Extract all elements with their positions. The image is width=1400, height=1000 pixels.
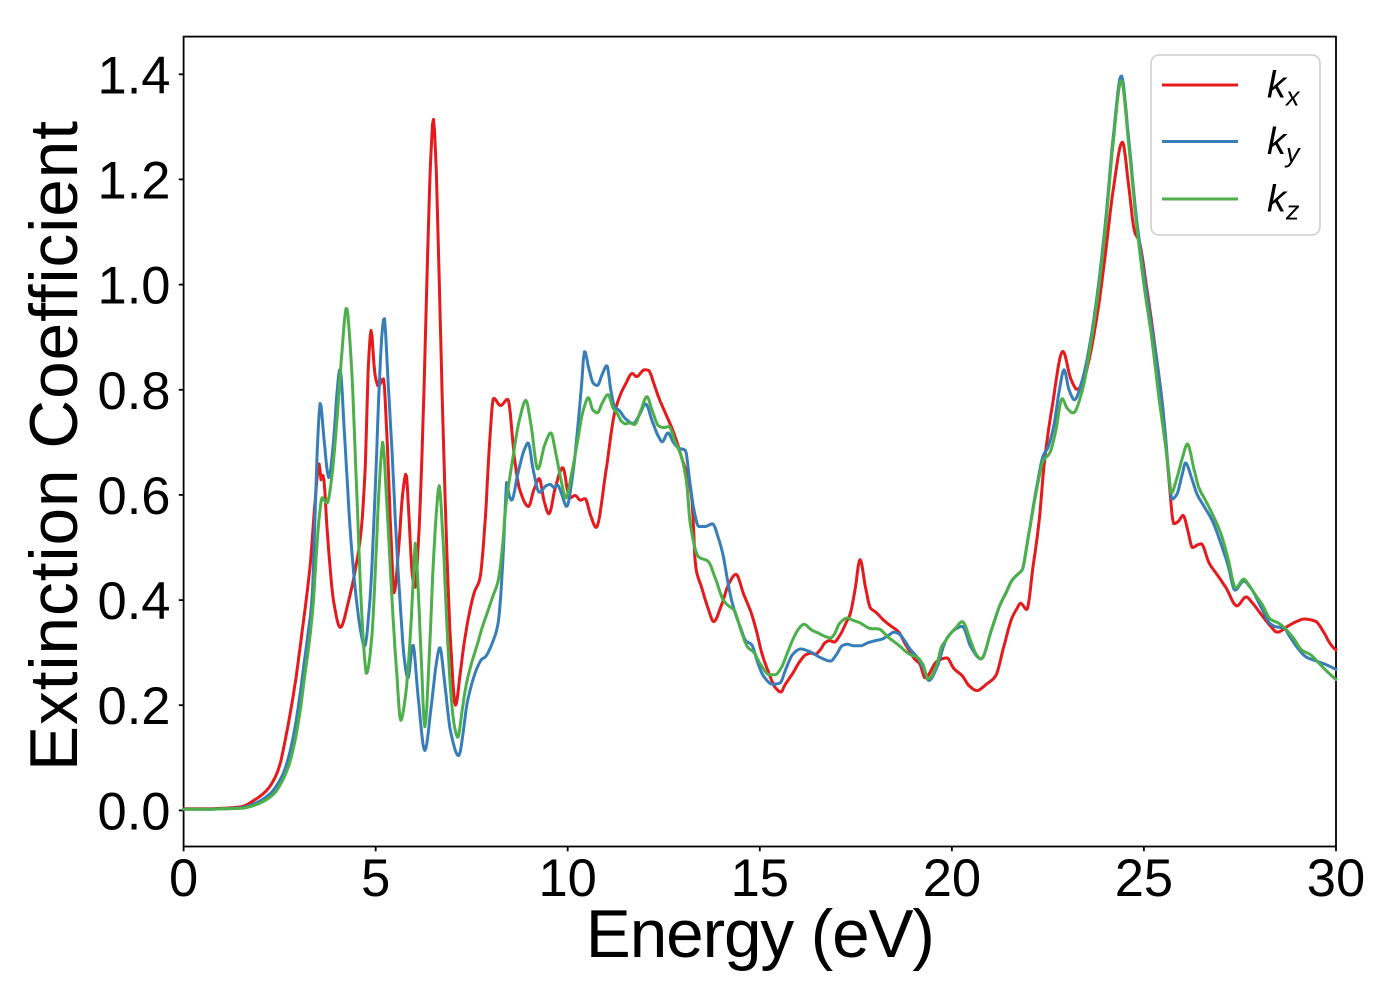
svg-text:0: 0 (169, 849, 198, 908)
svg-text:20: 20 (923, 849, 981, 908)
svg-text:1.0: 1.0 (98, 257, 171, 316)
svg-text:5: 5 (361, 849, 390, 908)
svg-text:1.4: 1.4 (98, 46, 171, 105)
svg-text:Energy (eV): Energy (eV) (586, 897, 934, 972)
svg-text:25: 25 (1115, 849, 1173, 908)
svg-text:Extinction Coefficient: Extinction Coefficient (17, 120, 92, 771)
svg-text:0.4: 0.4 (98, 572, 171, 631)
svg-text:0.2: 0.2 (98, 677, 171, 736)
svg-text:1.2: 1.2 (98, 151, 171, 210)
svg-text:0.0: 0.0 (98, 782, 171, 841)
svg-text:15: 15 (731, 849, 789, 908)
svg-text:0.8: 0.8 (98, 362, 171, 421)
svg-text:0.6: 0.6 (98, 467, 171, 526)
svg-text:30: 30 (1307, 849, 1365, 908)
svg-text:10: 10 (538, 849, 596, 908)
